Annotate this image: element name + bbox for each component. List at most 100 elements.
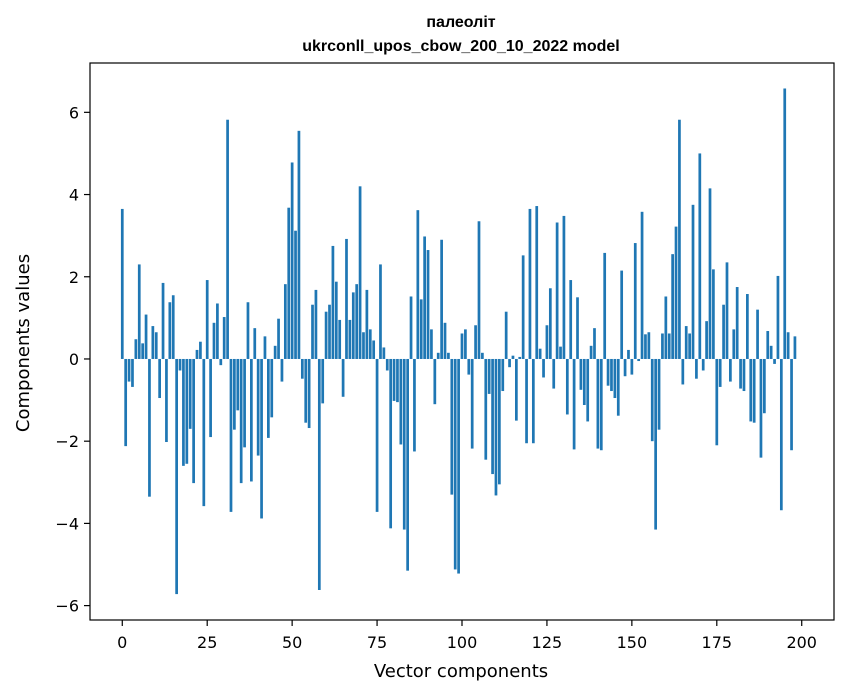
- bar: [633, 243, 637, 359]
- bar: [120, 208, 124, 359]
- bar: [182, 358, 185, 466]
- bar: [304, 358, 308, 423]
- bar: [345, 238, 348, 359]
- bar: [498, 358, 501, 485]
- bar: [708, 188, 712, 359]
- bar: [348, 319, 352, 359]
- bar: [294, 230, 297, 359]
- x-tick-label: 50: [282, 633, 302, 652]
- x-tick-label: 0: [117, 633, 127, 652]
- bar: [253, 328, 257, 359]
- bar: [538, 348, 542, 359]
- bar: [627, 349, 630, 359]
- bar: [783, 88, 787, 359]
- bar: [358, 186, 362, 359]
- x-axis-label: Vector components: [374, 661, 548, 682]
- bar: [256, 358, 260, 456]
- bar: [630, 358, 634, 375]
- y-tick-label: −6: [55, 597, 79, 616]
- bar: [362, 332, 365, 359]
- bar: [124, 358, 128, 447]
- bar: [545, 325, 549, 359]
- bar: [494, 358, 498, 496]
- bar: [450, 358, 454, 495]
- bar: [419, 299, 423, 359]
- bar: [596, 358, 600, 449]
- bar: [477, 221, 481, 359]
- bar: [542, 358, 545, 378]
- bar: [695, 358, 698, 379]
- bar: [729, 358, 732, 382]
- bar: [141, 343, 145, 359]
- bar: [712, 269, 715, 359]
- bar: [351, 292, 355, 359]
- bar: [300, 358, 304, 379]
- bar: [270, 358, 274, 418]
- bar: [654, 358, 657, 530]
- bar: [562, 215, 566, 359]
- bar: [195, 349, 199, 359]
- bar: [134, 339, 138, 359]
- bar: [243, 358, 246, 448]
- bar: [481, 352, 484, 359]
- bar: [171, 295, 175, 359]
- bar: [647, 332, 651, 359]
- bar: [746, 294, 749, 359]
- bar: [368, 329, 372, 359]
- bar: [317, 358, 321, 590]
- bar: [705, 321, 708, 359]
- bar: [331, 245, 335, 359]
- bar: [657, 358, 661, 430]
- bar: [396, 358, 399, 403]
- bar: [715, 358, 719, 446]
- bar: [579, 358, 583, 390]
- bar: [742, 358, 746, 392]
- x-tick-label: 175: [702, 633, 733, 652]
- bar: [185, 358, 189, 464]
- bar: [290, 162, 294, 359]
- bar: [297, 130, 301, 359]
- bar: [515, 358, 518, 421]
- bar: [701, 358, 705, 371]
- y-tick-label: 4: [69, 186, 79, 205]
- bar: [616, 358, 620, 416]
- bar: [793, 336, 797, 359]
- bar: [192, 358, 195, 484]
- bar: [620, 270, 624, 359]
- bar: [569, 280, 573, 359]
- bar: [137, 264, 141, 359]
- bar: [409, 296, 413, 359]
- bar: [324, 311, 328, 359]
- bar: [233, 358, 236, 430]
- bar: [576, 297, 579, 359]
- bar: [260, 358, 263, 519]
- bar: [521, 255, 525, 359]
- bar: [226, 119, 229, 359]
- bar: [623, 358, 627, 377]
- bar: [334, 281, 338, 359]
- bar: [759, 358, 763, 458]
- bar: [725, 262, 729, 359]
- bar: [586, 358, 590, 422]
- bar: [144, 314, 148, 359]
- bar: [321, 358, 325, 404]
- bar: [188, 358, 192, 429]
- bar: [460, 333, 464, 359]
- bar: [338, 319, 342, 359]
- bar: [168, 302, 172, 359]
- y-axis-label: Components values: [13, 254, 34, 432]
- bar: [236, 358, 240, 411]
- y-tick-label: 6: [69, 103, 79, 122]
- bar: [355, 284, 359, 359]
- bar: [165, 358, 168, 443]
- bar: [769, 345, 773, 359]
- bar: [732, 329, 736, 359]
- bar: [531, 358, 535, 444]
- bar: [151, 326, 155, 359]
- bars-group: [120, 88, 797, 595]
- bar: [749, 358, 753, 422]
- bar: [661, 333, 664, 359]
- bar: [222, 317, 226, 359]
- bar: [433, 358, 437, 405]
